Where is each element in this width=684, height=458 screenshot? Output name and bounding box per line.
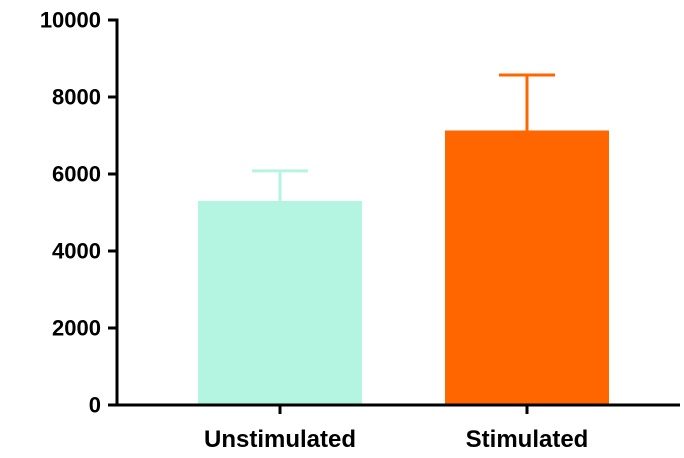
y-tick-label: 8000 (52, 85, 101, 110)
x-tick-label: Unstimulated (204, 426, 356, 453)
y-tick-label: 10000 (40, 8, 101, 33)
error-bars-layer (252, 73, 555, 201)
y-tick-label: 0 (89, 393, 101, 418)
y-ticks-layer: 0 2000 4000 6000 8000 10000 (40, 8, 117, 418)
y-tick-label: 4000 (52, 239, 101, 264)
x-ticks-layer: Unstimulated Stimulated (204, 405, 588, 453)
y-tick-label: 6000 (52, 162, 101, 187)
y-tick-label: 2000 (52, 316, 101, 341)
bars-layer (198, 130, 609, 405)
x-tick-label: Stimulated (466, 426, 589, 453)
axes-layer (115, 18, 680, 407)
bar-unstimulated (198, 200, 362, 405)
bar-stimulated (445, 130, 609, 405)
